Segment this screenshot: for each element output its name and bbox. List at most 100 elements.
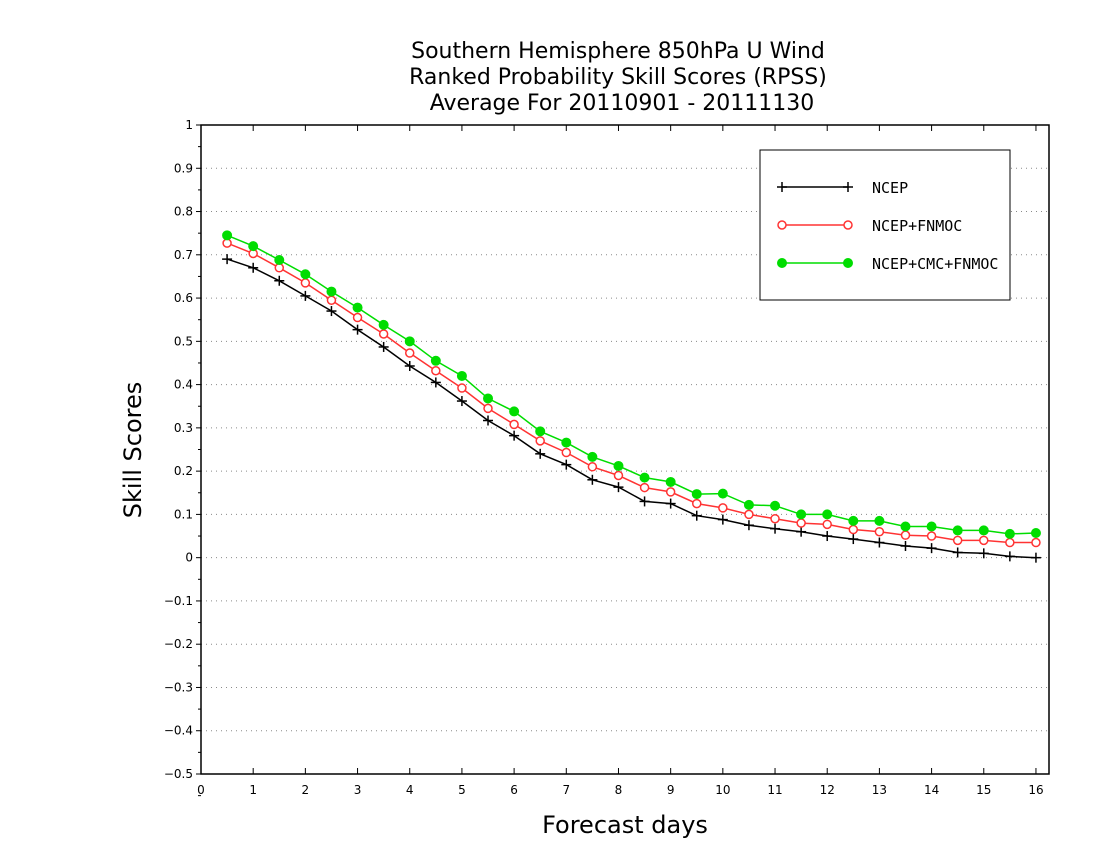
data-point — [717, 488, 728, 499]
y-tick-label: 0 — [185, 551, 193, 565]
data-point — [326, 286, 337, 297]
data-point — [404, 348, 415, 358]
data-point — [665, 487, 676, 497]
data-point — [770, 500, 781, 511]
legend-label: NCEP+CMC+FNMOC — [872, 255, 998, 273]
data-point — [535, 448, 546, 459]
x-tick-label: 1 — [249, 783, 257, 797]
data-point — [1004, 528, 1015, 539]
data-point — [613, 470, 624, 481]
y-tick-label: 0.6 — [174, 291, 193, 305]
data-point — [561, 447, 572, 458]
y-tick-label: −0.5 — [164, 767, 193, 781]
data-point — [561, 437, 572, 448]
x-tick-label: 12 — [820, 783, 835, 797]
y-axis-label: Skill Scores — [119, 382, 147, 519]
data-point — [483, 393, 494, 404]
data-point — [874, 515, 885, 526]
data-point — [326, 306, 337, 317]
data-point — [822, 509, 833, 520]
y-tick-label: 0.7 — [174, 248, 193, 262]
data-point — [952, 525, 963, 536]
legend-marker — [777, 220, 787, 230]
x-axis: 0 1 2 3 4 5 6 7 8 9 10 11 12 13 14 15 16 — [197, 125, 1044, 797]
data-point — [978, 525, 989, 536]
data-point — [378, 319, 389, 330]
data-point — [796, 526, 807, 537]
data-point — [926, 521, 937, 532]
data-point — [639, 472, 650, 483]
data-point — [378, 341, 389, 352]
data-point — [222, 254, 233, 265]
data-point — [796, 509, 807, 520]
data-point — [509, 419, 519, 430]
data-point — [744, 509, 754, 520]
legend-entry: NCEP — [777, 179, 908, 197]
legend-marker — [843, 258, 853, 268]
data-point — [691, 489, 702, 500]
data-point — [665, 498, 676, 509]
data-point — [770, 523, 781, 534]
data-point — [770, 513, 780, 524]
data-point — [509, 430, 520, 441]
legend-entry: NCEP+CMC+FNMOC — [777, 255, 998, 273]
data-point — [978, 548, 989, 559]
series-layer — [222, 230, 1041, 563]
data-point — [430, 355, 441, 366]
x-tick-label: 8 — [615, 783, 623, 797]
chart-title: Southern Hemisphere 850hPa U Wind Ranked… — [409, 39, 827, 116]
data-point — [1031, 537, 1041, 548]
legend-label: NCEP+FNMOC — [872, 217, 962, 235]
x-tick-label: 0 — [197, 783, 205, 797]
data-point — [613, 460, 624, 471]
legend-marker — [777, 258, 787, 268]
data-point — [456, 396, 467, 407]
data-point — [952, 547, 963, 558]
data-point — [1030, 528, 1041, 539]
x-tick-label: 3 — [354, 783, 362, 797]
x-tick-label: 16 — [1028, 783, 1043, 797]
x-tick-label: 6 — [510, 783, 518, 797]
data-point — [874, 526, 885, 537]
data-point — [692, 498, 702, 509]
legend-label: NCEP — [872, 179, 908, 197]
data-point — [639, 482, 650, 493]
data-point — [691, 510, 702, 521]
title-line-1: Southern Hemisphere 850hPa U Wind — [411, 39, 825, 64]
data-point — [1005, 537, 1015, 548]
x-tick-label: 5 — [458, 783, 466, 797]
data-point — [1030, 552, 1041, 563]
data-point — [900, 540, 911, 551]
data-point — [587, 474, 598, 485]
x-tick-label: 9 — [667, 783, 675, 797]
data-point — [535, 436, 545, 446]
data-point — [900, 530, 911, 540]
data-point — [665, 476, 676, 487]
data-point — [300, 269, 311, 280]
data-point — [431, 366, 441, 376]
data-point — [483, 403, 493, 414]
data-point — [561, 459, 572, 470]
y-tick-label: 0.8 — [174, 205, 193, 219]
data-point — [717, 514, 728, 525]
data-point — [900, 521, 911, 532]
data-point — [378, 329, 389, 339]
data-point — [248, 241, 259, 252]
legend-marker — [843, 220, 853, 230]
x-tick-label: 2 — [302, 783, 310, 797]
data-point — [274, 254, 285, 265]
data-point — [222, 230, 233, 241]
data-point — [352, 302, 363, 313]
data-point — [743, 520, 754, 531]
data-point — [613, 482, 624, 493]
data-point — [274, 275, 285, 286]
series-0 — [222, 254, 1041, 563]
data-point — [509, 406, 520, 417]
y-tick-label: 0.1 — [174, 507, 193, 521]
data-point — [979, 535, 989, 546]
data-point — [639, 496, 650, 507]
x-tick-label: 13 — [872, 783, 887, 797]
data-point — [848, 534, 859, 545]
y-tick-label: 1 — [185, 118, 193, 132]
data-point — [300, 278, 311, 288]
